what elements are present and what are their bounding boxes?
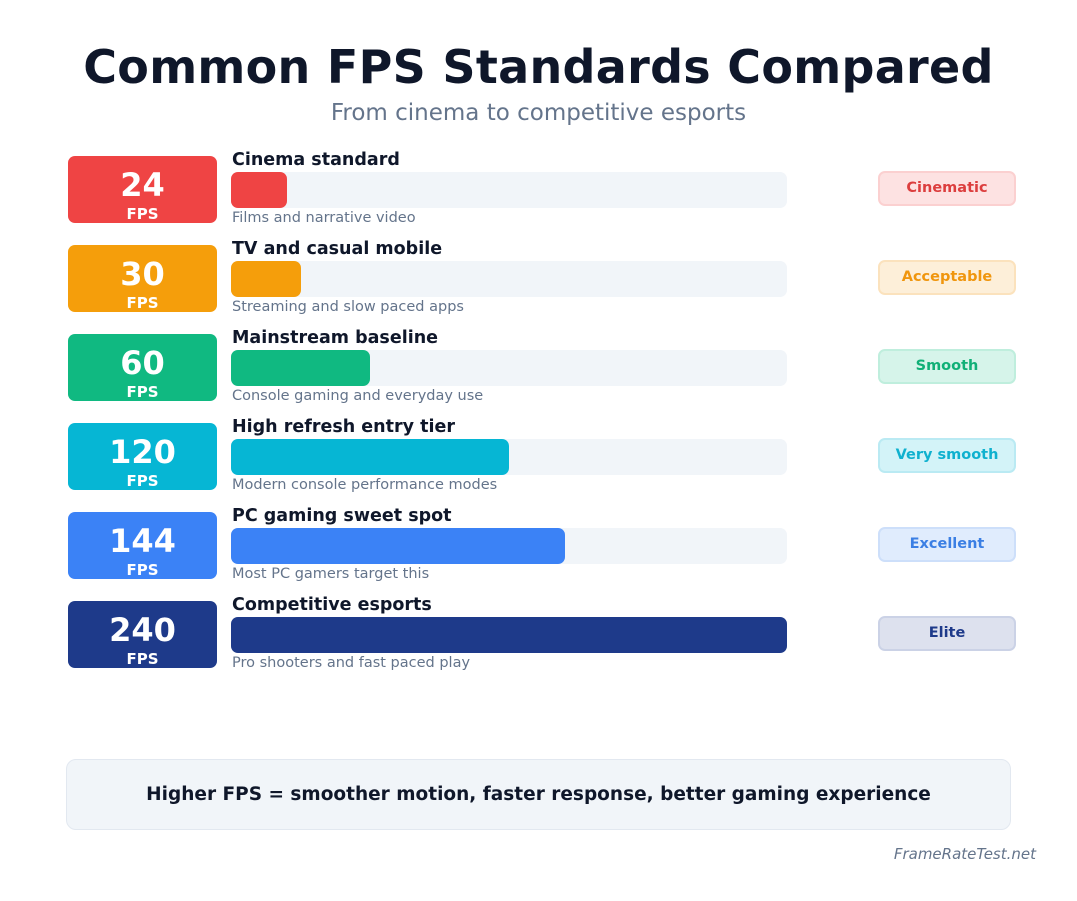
row-description: Most PC gamers target this bbox=[232, 566, 430, 582]
bar-fill bbox=[231, 528, 565, 564]
row-label: Mainstream baseline bbox=[232, 328, 439, 348]
fps-value: 240 bbox=[109, 611, 176, 649]
fps-value: 60 bbox=[120, 344, 165, 382]
fps-badge: 240 FPS bbox=[68, 601, 217, 668]
bar-track bbox=[231, 617, 787, 653]
bar-track bbox=[231, 528, 787, 564]
bar-fill bbox=[231, 172, 287, 208]
fps-badge: 30 FPS bbox=[68, 245, 217, 312]
fps-row: 60 FPS Mainstream baseline Console gamin… bbox=[0, 328, 1077, 423]
fps-row: 144 FPS PC gaming sweet spot Most PC gam… bbox=[0, 506, 1077, 601]
fps-unit: FPS bbox=[126, 561, 159, 579]
summary-box: Higher FPS = smoother motion, faster res… bbox=[66, 759, 1011, 830]
fps-badge: 120 FPS bbox=[68, 423, 217, 490]
row-description: Streaming and slow paced apps bbox=[232, 299, 464, 315]
fps-value: 30 bbox=[120, 255, 165, 293]
bar-track bbox=[231, 350, 787, 386]
row-description: Pro shooters and fast paced play bbox=[232, 655, 471, 671]
bar-fill bbox=[231, 261, 301, 297]
summary-text: Higher FPS = smoother motion, faster res… bbox=[146, 784, 931, 805]
bar-track bbox=[231, 439, 787, 475]
fps-row: 240 FPS Competitive esports Pro shooters… bbox=[0, 595, 1077, 690]
source-credit: FrameRateTest.net bbox=[893, 845, 1036, 863]
row-label: TV and casual mobile bbox=[232, 239, 443, 259]
quality-tag: Acceptable bbox=[878, 260, 1016, 295]
fps-row: 30 FPS TV and casual mobile Streaming an… bbox=[0, 239, 1077, 334]
fps-unit: FPS bbox=[126, 294, 159, 312]
fps-unit: FPS bbox=[126, 472, 159, 490]
fps-badge: 60 FPS bbox=[68, 334, 217, 401]
fps-row: 24 FPS Cinema standard Films and narrati… bbox=[0, 150, 1077, 245]
fps-row: 120 FPS High refresh entry tier Modern c… bbox=[0, 417, 1077, 512]
fps-value: 144 bbox=[109, 522, 176, 560]
row-description: Modern console performance modes bbox=[232, 477, 498, 493]
quality-tag: Smooth bbox=[878, 349, 1016, 384]
row-label: PC gaming sweet spot bbox=[232, 506, 452, 526]
quality-tag: Excellent bbox=[878, 527, 1016, 562]
quality-tag: Cinematic bbox=[878, 171, 1016, 206]
row-label: Competitive esports bbox=[232, 595, 432, 615]
row-description: Films and narrative video bbox=[232, 210, 416, 226]
bar-track bbox=[231, 261, 787, 297]
bar-fill bbox=[231, 617, 787, 653]
row-label: High refresh entry tier bbox=[232, 417, 455, 437]
fps-unit: FPS bbox=[126, 383, 159, 401]
fps-badge: 144 FPS bbox=[68, 512, 217, 579]
chart-title: Common FPS Standards Compared bbox=[83, 40, 994, 94]
fps-unit: FPS bbox=[126, 650, 159, 668]
fps-value: 24 bbox=[120, 166, 165, 204]
bar-track bbox=[231, 172, 787, 208]
fps-unit: FPS bbox=[126, 205, 159, 223]
quality-tag: Elite bbox=[878, 616, 1016, 651]
row-description: Console gaming and everyday use bbox=[232, 388, 484, 404]
bar-fill bbox=[231, 350, 370, 386]
chart-subtitle: From cinema to competitive esports bbox=[330, 100, 747, 126]
fps-value: 120 bbox=[109, 433, 176, 471]
fps-badge: 24 FPS bbox=[68, 156, 217, 223]
quality-tag: Very smooth bbox=[878, 438, 1016, 473]
row-label: Cinema standard bbox=[232, 150, 400, 170]
bar-fill bbox=[231, 439, 509, 475]
